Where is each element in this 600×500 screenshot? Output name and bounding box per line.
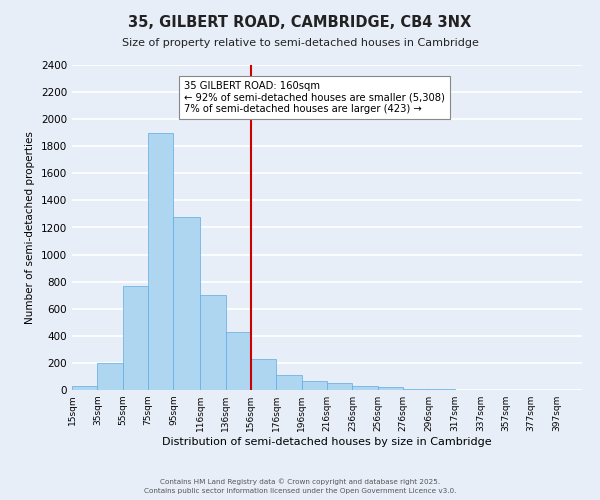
Bar [173,216,200,390]
Y-axis label: Number of semi-detached properties: Number of semi-detached properties [25,131,35,324]
Bar [352,386,378,390]
Bar [200,295,226,390]
Bar [403,388,428,390]
Bar [378,388,403,390]
Bar [327,382,352,390]
Bar [226,332,251,390]
Bar [148,132,173,390]
Bar [123,286,148,390]
Bar [302,380,327,390]
Bar [97,363,123,390]
Bar [276,375,302,390]
Bar [251,359,276,390]
Text: 35, GILBERT ROAD, CAMBRIDGE, CB4 3NX: 35, GILBERT ROAD, CAMBRIDGE, CB4 3NX [128,15,472,30]
Text: 35 GILBERT ROAD: 160sqm
← 92% of semi-detached houses are smaller (5,308)
7% of : 35 GILBERT ROAD: 160sqm ← 92% of semi-de… [184,81,445,114]
Text: Size of property relative to semi-detached houses in Cambridge: Size of property relative to semi-detach… [122,38,478,48]
Text: Contains HM Land Registry data © Crown copyright and database right 2025.
Contai: Contains HM Land Registry data © Crown c… [144,478,456,494]
X-axis label: Distribution of semi-detached houses by size in Cambridge: Distribution of semi-detached houses by … [162,437,492,447]
Bar [72,386,97,390]
